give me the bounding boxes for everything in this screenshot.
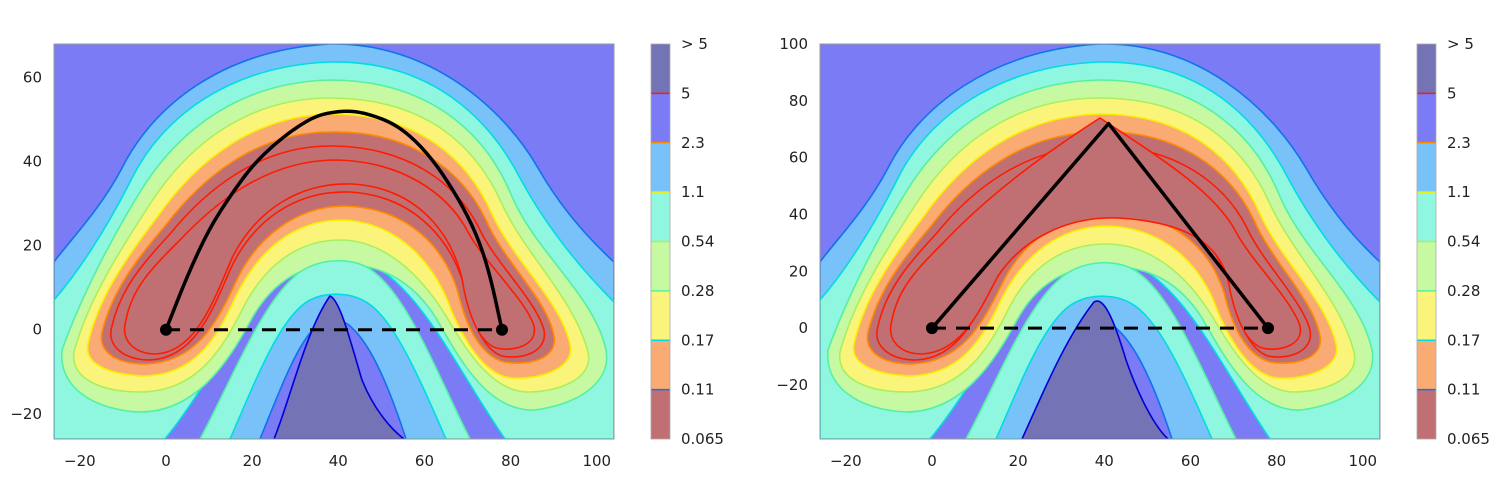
right-colorbar-label: 0.11 [1447,381,1480,399]
right-x-tick: 80 [1267,452,1286,470]
left-colorbar-swatch [651,340,670,390]
right-y-tick: 0 [798,319,808,337]
left-y-tick: 20 [23,237,42,255]
left-colorbar-swatch [651,93,670,143]
right-valley-band [1021,300,1170,439]
left-colorbar-label: 0.54 [681,233,714,251]
right-x-tick: −20 [830,452,862,470]
left-x-tick: 40 [329,452,348,470]
left-colorbar-label: 0.28 [681,282,714,300]
right-y-tick: 20 [789,262,808,280]
right-contour-field [820,44,1380,439]
left-colorbar-swatch [651,389,670,439]
left-x-tick: 60 [415,452,434,470]
right-colorbar-label: 0.17 [1447,331,1480,349]
left-plot-frame [53,43,615,440]
right-colorbar-label: 2.3 [1447,134,1471,152]
right-x-tick: 100 [1348,452,1377,470]
left-endpoint-marker [496,323,508,336]
left-y-tick: 0 [32,321,42,339]
left-colorbar-swatch [651,142,670,193]
left-colorbar-label: 0.11 [681,381,714,399]
right-x-ticks: −20 0 20 40 60 80 100 [830,452,1377,470]
right-y-tick: 100 [779,35,808,53]
left-contour-field [54,44,614,439]
left-x-tick: 20 [243,452,262,470]
right-colorbar-label: 0.54 [1447,233,1480,251]
left-x-ticks: −20 0 20 40 60 80 100 [64,452,611,470]
right-colorbar-swatch [1417,340,1436,390]
left-valley-band [273,295,406,439]
left-colorbar-swatch [651,241,670,291]
left-colorbar-label: 2.3 [681,134,705,152]
right-colorbar-swatch [1417,241,1436,291]
left-y-tick: 60 [23,69,42,87]
left-y-ticks: −20 0 20 40 60 [10,69,42,423]
left-contour-band [123,159,535,355]
right-y-tick: −20 [776,376,808,394]
left-colorbar-label: 5 [681,84,691,102]
left-y-tick: −20 [10,405,42,423]
left-colorbar: > 5 5 2.3 1.1 0.54 0.28 0.17 0.11 0.065 [650,35,724,448]
right-colorbar-swatch [1417,142,1436,193]
right-x-tick: 0 [927,452,937,470]
left-x-tick: 100 [582,452,611,470]
left-contour-plot: −20 0 20 40 60 80 100 −20 0 20 40 60 [10,43,615,470]
right-y-tick: 60 [789,149,808,167]
right-colorbar-label: 0.28 [1447,282,1480,300]
left-endpoint-marker [160,323,172,336]
left-colorbar-label: 0.17 [681,331,714,349]
left-y-tick: 40 [23,153,42,171]
left-colorbar-swatch [651,44,670,94]
right-y-ticks: −20 0 20 40 60 80 100 [776,35,808,394]
right-y-tick: 40 [789,206,808,224]
left-optimal-path [164,109,504,331]
right-colorbar-swatch [1417,44,1436,94]
right-x-tick: 40 [1095,452,1114,470]
right-optimal-path [930,121,1270,330]
right-colorbar-swatch [1417,389,1436,439]
right-colorbar-label: 1.1 [1447,183,1471,201]
left-x-tick: 0 [161,452,171,470]
right-colorbar-label: 0.065 [1447,430,1490,448]
right-y-tick: 80 [789,92,808,110]
right-colorbar-swatch [1417,290,1436,341]
left-colorbar-label: 0.065 [681,430,724,448]
left-colorbar-swatch [651,290,670,341]
left-colorbar-label: > 5 [681,35,708,53]
left-x-tick: 80 [501,452,520,470]
right-contour-plot: −20 0 20 40 60 80 100 −20 0 20 40 60 80 … [776,35,1381,470]
right-colorbar-frame [1416,43,1437,440]
left-colorbar-swatch [651,192,670,242]
right-colorbar-swatch [1417,93,1436,143]
right-colorbar: > 5 5 2.3 1.1 0.54 0.28 0.17 0.11 0.065 [1416,35,1490,448]
left-x-tick: −20 [64,452,96,470]
right-colorbar-swatch [1417,192,1436,242]
right-colorbar-label: 5 [1447,84,1457,102]
right-x-tick: 20 [1009,452,1028,470]
left-colorbar-frame [650,43,671,440]
right-endpoint-marker [926,322,938,335]
right-endpoint-marker [1262,322,1274,335]
right-x-tick: 60 [1181,452,1200,470]
left-colorbar-label: 1.1 [681,183,705,201]
right-plot-frame [819,43,1381,440]
right-colorbar-label: > 5 [1447,35,1474,53]
